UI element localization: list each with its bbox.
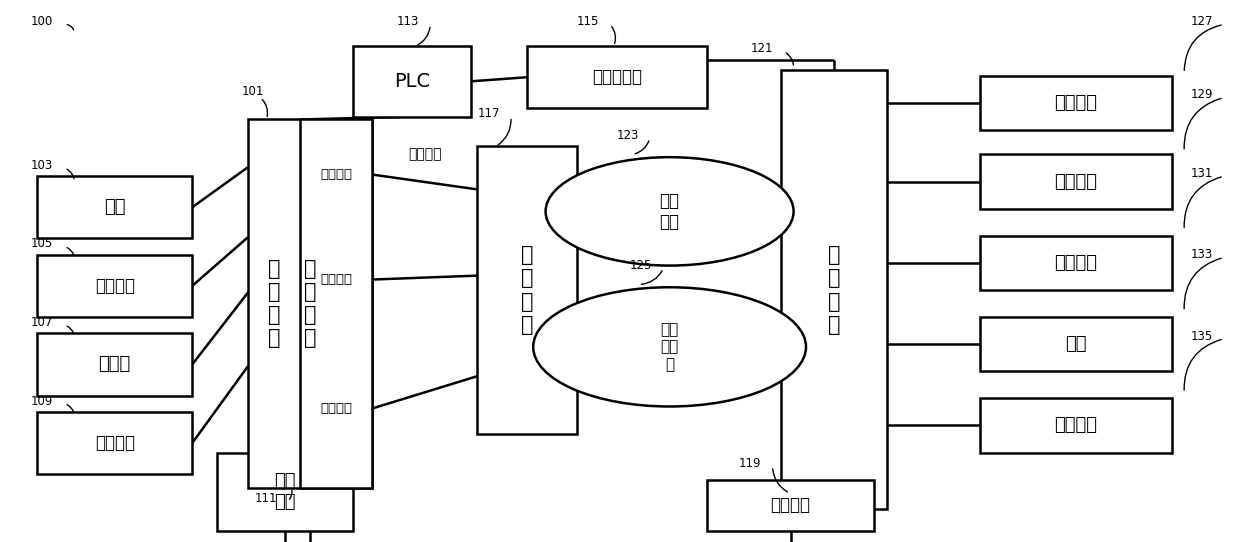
Text: 进给
轴电
机: 进给 轴电 机 — [661, 322, 678, 372]
Text: 数
控
装
置: 数 控 装 置 — [304, 259, 316, 349]
FancyBboxPatch shape — [37, 333, 192, 396]
Text: 指令反馈: 指令反馈 — [320, 402, 352, 415]
Circle shape — [546, 157, 794, 266]
FancyBboxPatch shape — [707, 480, 874, 531]
Text: 117: 117 — [477, 107, 500, 120]
FancyBboxPatch shape — [980, 154, 1172, 209]
Text: 133: 133 — [1190, 248, 1213, 261]
Text: 润滑装置: 润滑装置 — [1054, 172, 1097, 191]
Text: 串口通讯: 串口通讯 — [94, 434, 135, 452]
Text: 测量装置: 测量装置 — [770, 496, 811, 514]
Text: 109: 109 — [31, 395, 53, 408]
Text: 115: 115 — [577, 15, 599, 28]
Text: 113: 113 — [397, 15, 419, 28]
Text: 伺
服
单
元: 伺 服 单 元 — [521, 245, 533, 335]
Text: 指令输出: 指令输出 — [320, 273, 352, 286]
FancyBboxPatch shape — [980, 398, 1172, 453]
FancyBboxPatch shape — [980, 236, 1172, 290]
Text: 111: 111 — [254, 492, 277, 505]
Text: 121: 121 — [750, 42, 773, 55]
FancyBboxPatch shape — [477, 146, 577, 434]
FancyBboxPatch shape — [781, 70, 887, 509]
Text: 103: 103 — [31, 159, 53, 172]
FancyBboxPatch shape — [300, 119, 372, 488]
Text: 主轴
电机: 主轴 电机 — [660, 192, 680, 231]
Text: 液压装置: 液压装置 — [1054, 94, 1097, 112]
Text: 135: 135 — [1190, 330, 1213, 343]
Text: 127: 127 — [1190, 15, 1213, 28]
Text: 指令反馈: 指令反馈 — [408, 147, 441, 162]
FancyBboxPatch shape — [353, 46, 471, 117]
Text: 105: 105 — [31, 237, 53, 250]
Text: 键盘: 键盘 — [104, 198, 125, 216]
Text: 指令反馈: 指令反馈 — [320, 168, 352, 181]
Text: PLC: PLC — [394, 72, 430, 91]
Text: 数
控
装
置: 数 控 装 置 — [268, 259, 280, 349]
Text: 101: 101 — [242, 85, 264, 98]
Text: 气压装置: 气压装置 — [1054, 416, 1097, 435]
FancyBboxPatch shape — [980, 76, 1172, 130]
Text: 显示器: 显示器 — [98, 356, 131, 373]
FancyBboxPatch shape — [527, 46, 707, 108]
Circle shape — [533, 287, 806, 406]
Text: 123: 123 — [616, 129, 639, 142]
Text: 125: 125 — [630, 259, 652, 272]
Text: 电气控制柜: 电气控制柜 — [591, 68, 642, 86]
FancyBboxPatch shape — [37, 412, 192, 474]
Text: 131: 131 — [1190, 167, 1213, 180]
Text: 排屑装置: 排屑装置 — [1054, 254, 1097, 272]
FancyBboxPatch shape — [37, 176, 192, 238]
FancyBboxPatch shape — [37, 255, 192, 317]
Text: 100: 100 — [31, 15, 53, 28]
Text: 刀库: 刀库 — [1065, 335, 1086, 353]
FancyBboxPatch shape — [248, 119, 372, 488]
Text: 机
床
本
体: 机 床 本 体 — [827, 245, 841, 335]
FancyBboxPatch shape — [980, 317, 1172, 371]
Text: 网络
接口: 网络 接口 — [274, 473, 296, 511]
FancyBboxPatch shape — [217, 453, 353, 531]
Text: 机床面板: 机床面板 — [94, 277, 135, 295]
Text: 107: 107 — [31, 316, 53, 329]
Text: 129: 129 — [1190, 88, 1213, 101]
Text: 119: 119 — [739, 457, 761, 470]
